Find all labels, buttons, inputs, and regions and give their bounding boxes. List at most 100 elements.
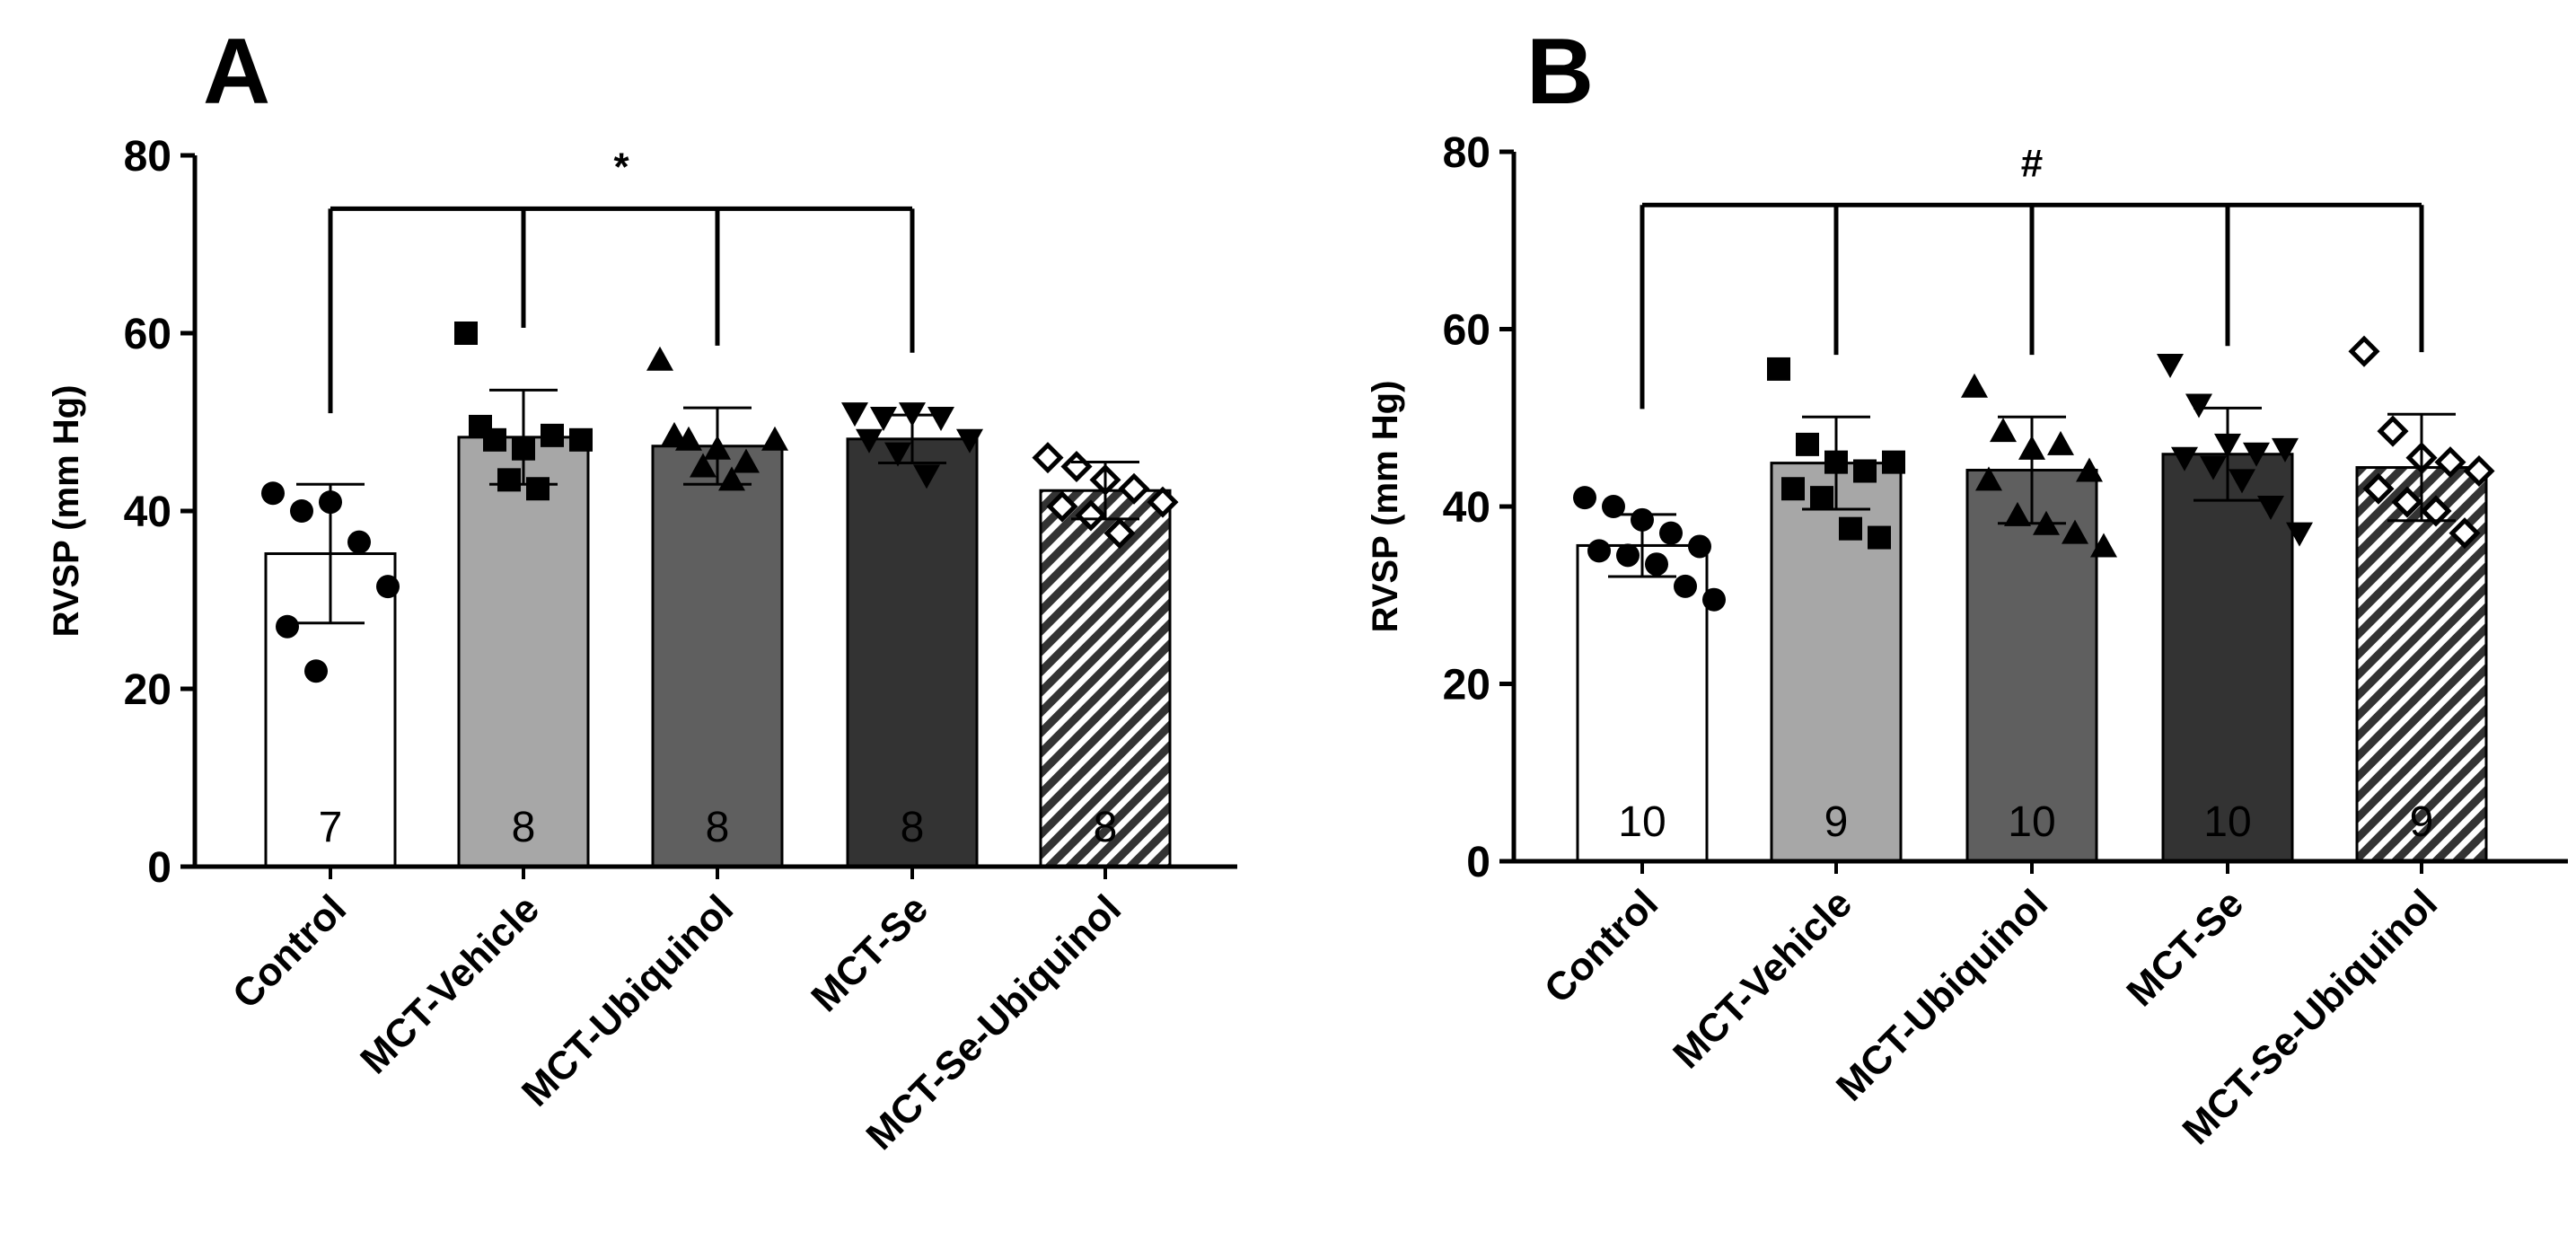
data-point	[733, 448, 760, 473]
data-point	[1118, 472, 1150, 505]
data-point	[2229, 469, 2255, 494]
data-point	[1060, 450, 1093, 483]
data-point	[261, 481, 285, 506]
data-point	[1645, 552, 1668, 577]
error-bar	[1071, 461, 1139, 521]
data-point	[2047, 430, 2074, 455]
data-point	[569, 427, 593, 452]
bar-mct-vehicle	[457, 436, 590, 868]
data-point	[2062, 519, 2088, 544]
data-point	[2004, 501, 2031, 526]
significance-bracket	[1640, 202, 2424, 410]
data-point	[1602, 495, 1625, 518]
data-point	[497, 468, 521, 492]
y-tick-label: 0	[147, 844, 171, 892]
error-bar	[1608, 513, 1676, 578]
category-label-mct-vehicle: MCT-Vehicle	[352, 886, 548, 1082]
data-point	[1103, 517, 1136, 550]
data-point	[884, 442, 911, 467]
bar-mct-se	[846, 437, 979, 868]
bar-control	[1576, 543, 1709, 863]
n-label: 8	[901, 804, 925, 851]
data-point	[290, 499, 313, 523]
y-axis-title: RVSP (mm Hg)	[47, 385, 86, 638]
data-point	[1659, 521, 1683, 545]
y-tick-label: 60	[124, 311, 171, 358]
data-point	[1147, 486, 1179, 518]
bar-mct-ubiquinol	[651, 445, 784, 868]
error-bar	[878, 413, 946, 465]
y-tick-label: 40	[1443, 484, 1490, 532]
category-label-mct-ubiquinol: MCT-Ubiquinol	[1828, 881, 2056, 1109]
n-label: 8	[1094, 804, 1118, 851]
data-point	[1990, 418, 2017, 443]
bar-mct-ubiquinol	[1965, 469, 2098, 863]
data-point	[2090, 533, 2117, 558]
data-point	[661, 421, 688, 446]
data-point	[646, 346, 673, 371]
y-axis-title: RVSP (mm Hg)	[1366, 381, 1405, 633]
data-point	[1075, 499, 1107, 532]
error-bar	[1802, 415, 1870, 511]
data-point	[1839, 516, 1862, 541]
data-point	[2362, 472, 2395, 505]
data-point	[376, 575, 400, 599]
y-tick-label: 0	[1466, 839, 1490, 886]
error-bar	[296, 482, 365, 625]
data-point	[2076, 457, 2103, 482]
data-point	[1032, 442, 1064, 474]
data-point	[276, 614, 299, 639]
category-label-mct-se: MCT-Se	[2118, 881, 2252, 1015]
data-point	[2200, 455, 2227, 480]
y-tick-label: 20	[1443, 662, 1490, 709]
data-point	[2257, 496, 2284, 520]
data-point	[1810, 486, 1833, 510]
n-label: 7	[319, 804, 343, 851]
data-point	[2391, 486, 2423, 518]
category-label-control: Control	[1536, 881, 1666, 1011]
n-label: 8	[706, 804, 730, 851]
error-bar	[2387, 412, 2456, 523]
bar-mct-se	[2161, 453, 2294, 863]
error-bar	[489, 388, 558, 486]
data-point	[856, 428, 883, 454]
data-point	[1702, 587, 1726, 612]
data-point	[454, 322, 478, 345]
data-point	[2377, 415, 2409, 447]
n-label: 8	[512, 804, 536, 851]
data-point	[1674, 574, 1697, 598]
error-bar	[2194, 406, 2262, 502]
data-point	[1796, 432, 1819, 456]
data-point	[1046, 490, 1078, 523]
n-label: 10	[2008, 798, 2055, 846]
data-point	[956, 428, 983, 454]
data-point	[2185, 393, 2212, 418]
panel-a: A RVSP (mm Hg) 7 8 8 8 8 * 0 20 40 60 80 ControlMCT-V…	[47, 20, 1237, 1158]
data-point	[690, 453, 717, 478]
data-point	[2286, 522, 2313, 547]
data-point	[2272, 437, 2299, 463]
significance-symbol: *	[613, 145, 629, 189]
data-point	[2434, 446, 2466, 479]
y-tick-label: 80	[1443, 129, 1490, 177]
error-bar	[1998, 415, 2066, 525]
significance-symbol: #	[2021, 141, 2043, 185]
data-point	[761, 426, 788, 451]
data-point	[1961, 373, 1988, 398]
data-point	[1781, 477, 1805, 501]
data-point	[870, 407, 897, 432]
error-bar	[683, 406, 752, 486]
data-point	[1868, 525, 1891, 550]
data-point	[2420, 495, 2452, 527]
category-label-mct-vehicle: MCT-Vehicle	[1665, 881, 1860, 1077]
n-label: 10	[2203, 798, 2251, 846]
data-point	[913, 464, 940, 489]
y-tick-label: 80	[124, 133, 171, 181]
panel-letter: A	[203, 20, 270, 124]
panel-letter: B	[1526, 20, 1594, 124]
data-point	[928, 407, 954, 432]
data-point	[541, 423, 564, 447]
data-point	[1767, 357, 1790, 381]
